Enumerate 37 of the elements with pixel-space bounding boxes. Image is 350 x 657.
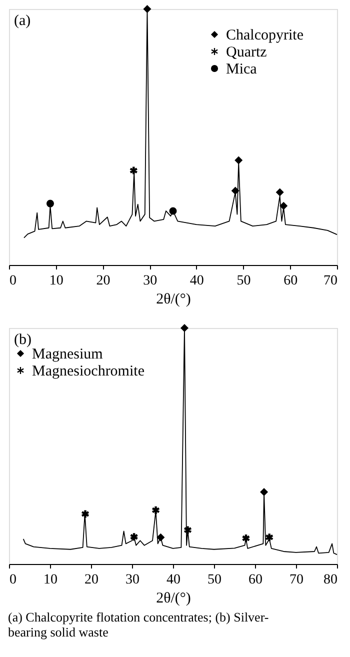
- x-tick-label: 40: [190, 274, 204, 288]
- legend-label: Mica: [226, 62, 258, 78]
- legend-label: Chalcopyrite: [226, 28, 304, 44]
- x-tick-label: 0: [10, 572, 16, 588]
- legend-label: Magnesiochromite: [32, 364, 145, 380]
- x-tick-label: 70: [324, 274, 338, 288]
- x-tick-label: 30: [126, 572, 140, 588]
- point: [260, 488, 268, 496]
- chart-title: (b): [14, 332, 32, 348]
- chart-title: (a): [14, 13, 31, 29]
- point: [280, 202, 288, 210]
- x-tick-label: 10: [44, 572, 58, 588]
- x-tick-label: 80: [324, 572, 338, 588]
- x-axis-title: 2θ/(°): [156, 590, 191, 606]
- point: [156, 534, 164, 542]
- x-tick-label: 50: [208, 572, 222, 588]
- x-axis-title: 2θ/(°): [156, 292, 191, 308]
- x-tick-label: 50: [236, 274, 251, 288]
- x-tick-label: 10: [49, 274, 64, 288]
- x-tick-label: 30: [143, 274, 158, 288]
- point: [169, 207, 177, 215]
- text: (a) Chalcopyrite flotation concentrates; (b) Silver-bearing solid waste: [8, 610, 269, 640]
- x-tick-label: 70: [290, 572, 304, 588]
- x-tick-label: 40: [166, 572, 180, 588]
- legend-label: Quartz: [226, 44, 268, 60]
- x-tick-label: 0: [10, 274, 16, 288]
- x-tick-label: 60: [284, 274, 298, 288]
- point: [46, 200, 54, 208]
- point: [276, 188, 284, 196]
- x-tick-label: 20: [96, 274, 110, 288]
- point: [180, 324, 188, 332]
- x-tick-label: 20: [84, 572, 98, 588]
- point: [234, 156, 242, 164]
- x-tick-label: 60: [248, 572, 262, 588]
- point: [232, 187, 240, 195]
- legend-label: Magnesium: [32, 346, 104, 362]
- point: [143, 5, 151, 13]
